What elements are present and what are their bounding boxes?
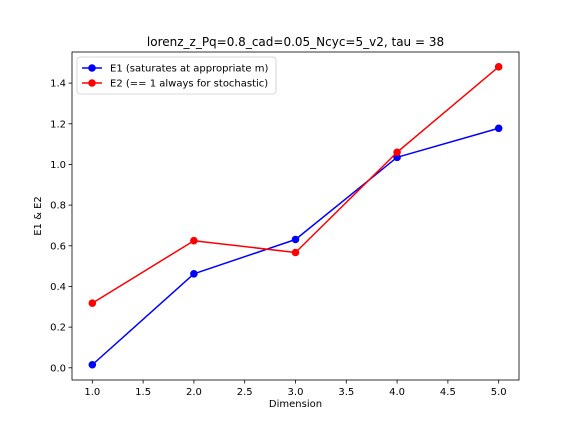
- series-1-point: [291, 235, 300, 244]
- series-2-point: [494, 63, 503, 71]
- series-1-point: [190, 270, 198, 278]
- plot-area: [72, 52, 519, 380]
- series-1-point: [88, 360, 97, 369]
- series-2-point: [88, 299, 97, 307]
- x-tick-label: 2.0: [186, 387, 202, 398]
- x-tick-label: 1.5: [135, 387, 151, 398]
- x-tick-label: 3.0: [288, 387, 304, 398]
- x-axis-label: Dimension: [269, 399, 322, 410]
- legend: E1 (saturates at appropriate m) E2 (== 1 …: [76, 56, 277, 95]
- series-2-point: [291, 248, 300, 257]
- y-tick-label: 0.0: [50, 363, 66, 374]
- legend-label-2: E2 (== 1 always for stochastic): [110, 79, 268, 90]
- y-tick-label: 1.4: [50, 79, 66, 90]
- x-tick-label: 1.0: [84, 387, 100, 398]
- legend-marker-2: [88, 79, 96, 87]
- x-tick-label: 5.0: [491, 387, 507, 398]
- legend-label-1: E1 (saturates at appropriate m): [110, 64, 268, 75]
- y-tick-label: 0.6: [50, 241, 66, 252]
- y-tick-label: 1.2: [50, 119, 66, 130]
- y-axis-label: E1 & E2: [33, 196, 44, 236]
- y-tick-label: 0.4: [50, 282, 66, 293]
- series-2-point: [393, 148, 401, 157]
- x-tick-label: 4.5: [440, 387, 456, 398]
- y-tick-label: 1.0: [50, 160, 66, 171]
- axes-layer: 1.0 1.5 2.0 2.5 3.0 3.5 4.0 4.5 5.0 0.0 0.2 0.4 0.6 0…: [50, 51, 520, 398]
- y-tick-label: 0.8: [50, 201, 66, 212]
- series-1-point: [494, 124, 503, 133]
- plot-layer: [88, 63, 503, 369]
- x-tick-label: 3.5: [338, 387, 354, 398]
- x-tick-label: 2.5: [237, 387, 253, 398]
- chart-title: lorenz_z_Pq=0.8_cad=0.05_Ncyc=5_v2, tau …: [147, 35, 444, 49]
- y-tick-label: 0.2: [50, 323, 66, 334]
- series-2-point: [190, 236, 198, 245]
- legend-box: [76, 56, 277, 95]
- legend-marker-1: [88, 64, 96, 72]
- x-tick-label: 4.0: [389, 387, 405, 398]
